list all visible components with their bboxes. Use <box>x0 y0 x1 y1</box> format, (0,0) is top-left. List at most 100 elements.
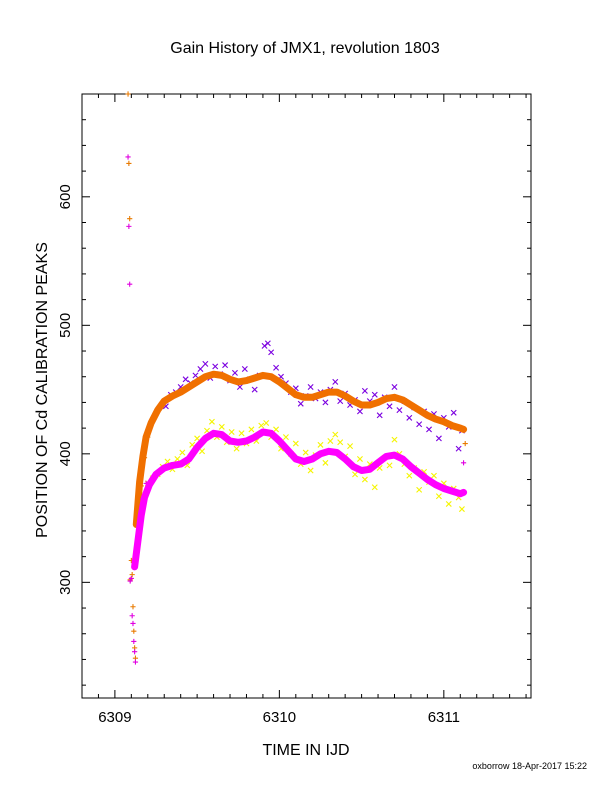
data-point <box>458 506 465 513</box>
footer-timestamp: oxborrow 18-Apr-2017 15:22 <box>472 761 587 771</box>
data-point <box>386 403 393 410</box>
data-point <box>347 443 354 450</box>
data-point <box>332 431 339 438</box>
chart-title: Gain History of JMX1, revolution 1803 <box>170 40 440 57</box>
data-point <box>222 362 229 369</box>
x-tick-label: 6310 <box>263 709 296 726</box>
data-point <box>371 391 378 398</box>
data-point <box>130 620 136 627</box>
x-tick-label: 6311 <box>428 709 460 726</box>
data-point <box>127 216 133 222</box>
y-tick-label: 300 <box>57 570 74 595</box>
data-point <box>322 459 329 466</box>
data-point <box>127 578 133 584</box>
data-point <box>327 437 334 444</box>
data-point <box>126 160 132 166</box>
data-point <box>406 472 413 479</box>
data-point <box>361 387 368 394</box>
data-point <box>251 386 258 393</box>
data-point <box>202 360 209 367</box>
data-point <box>263 419 270 426</box>
data-point <box>406 414 413 421</box>
data-point <box>282 434 289 441</box>
data-point <box>455 445 462 452</box>
data-point <box>273 364 280 371</box>
data-point <box>273 426 280 433</box>
data-point <box>426 426 433 433</box>
data-point <box>264 340 271 347</box>
data-point <box>197 366 204 373</box>
data-point <box>337 398 344 405</box>
data-point <box>356 408 363 415</box>
series-layer <box>125 91 468 665</box>
y-tick-label: 500 <box>57 313 74 338</box>
data-point <box>179 449 186 456</box>
data-point <box>199 448 206 455</box>
data-point <box>231 369 238 376</box>
data-point <box>307 467 314 474</box>
data-point <box>317 441 324 448</box>
x-tick-label: 6309 <box>98 709 131 726</box>
plot-frame <box>81 93 532 699</box>
data-point <box>352 471 359 478</box>
data-point <box>212 363 219 370</box>
data-point <box>130 604 136 610</box>
data-point <box>218 423 225 430</box>
x-axis-label: TIME IN IJD <box>262 742 349 759</box>
data-point <box>361 476 368 483</box>
data-point <box>445 500 452 507</box>
data-point <box>128 575 134 582</box>
y-tick-label: 600 <box>57 184 74 209</box>
data-point <box>127 281 133 287</box>
series-1 <box>125 91 468 661</box>
series-line <box>131 428 468 571</box>
data-point <box>125 154 131 160</box>
data-point <box>126 223 132 229</box>
data-point <box>132 659 139 665</box>
data-point <box>391 384 398 390</box>
data-point <box>208 418 215 425</box>
series-5 <box>131 428 468 571</box>
data-point <box>292 440 299 447</box>
data-point <box>248 426 255 433</box>
data-point <box>435 435 442 442</box>
data-point <box>337 439 344 446</box>
data-point <box>386 462 393 469</box>
data-point <box>430 472 437 479</box>
data-point <box>125 91 131 97</box>
data-point <box>192 372 199 379</box>
series-line <box>132 370 468 528</box>
data-point <box>460 460 467 466</box>
data-point <box>241 366 248 373</box>
data-point <box>228 428 235 435</box>
data-point <box>376 412 383 419</box>
data-point <box>391 436 398 443</box>
data-point <box>450 409 457 416</box>
series-2 <box>132 370 468 528</box>
y-axis-label: POSITION OF Cd CALIBRATION PEAKS <box>34 242 51 538</box>
data-point <box>268 349 275 356</box>
data-point <box>416 486 423 493</box>
data-point <box>131 638 137 645</box>
data-point <box>396 407 403 414</box>
data-point <box>129 572 135 578</box>
data-point <box>435 493 442 500</box>
data-point <box>307 384 314 390</box>
data-point <box>371 484 378 491</box>
axis-ticks: 6309 6310 6311 300 400 500 600 <box>57 93 531 726</box>
data-point <box>238 430 245 437</box>
data-point <box>462 440 468 447</box>
data-point <box>174 455 181 462</box>
series-3 <box>144 418 465 513</box>
data-point <box>129 613 135 619</box>
data-point <box>297 400 304 407</box>
y-tick-label: 400 <box>57 441 74 466</box>
data-point <box>322 399 329 406</box>
data-point <box>302 449 309 456</box>
data-point <box>182 376 189 383</box>
data-point <box>131 628 137 634</box>
data-point <box>233 445 240 452</box>
data-point <box>258 422 265 429</box>
data-point <box>194 435 201 442</box>
